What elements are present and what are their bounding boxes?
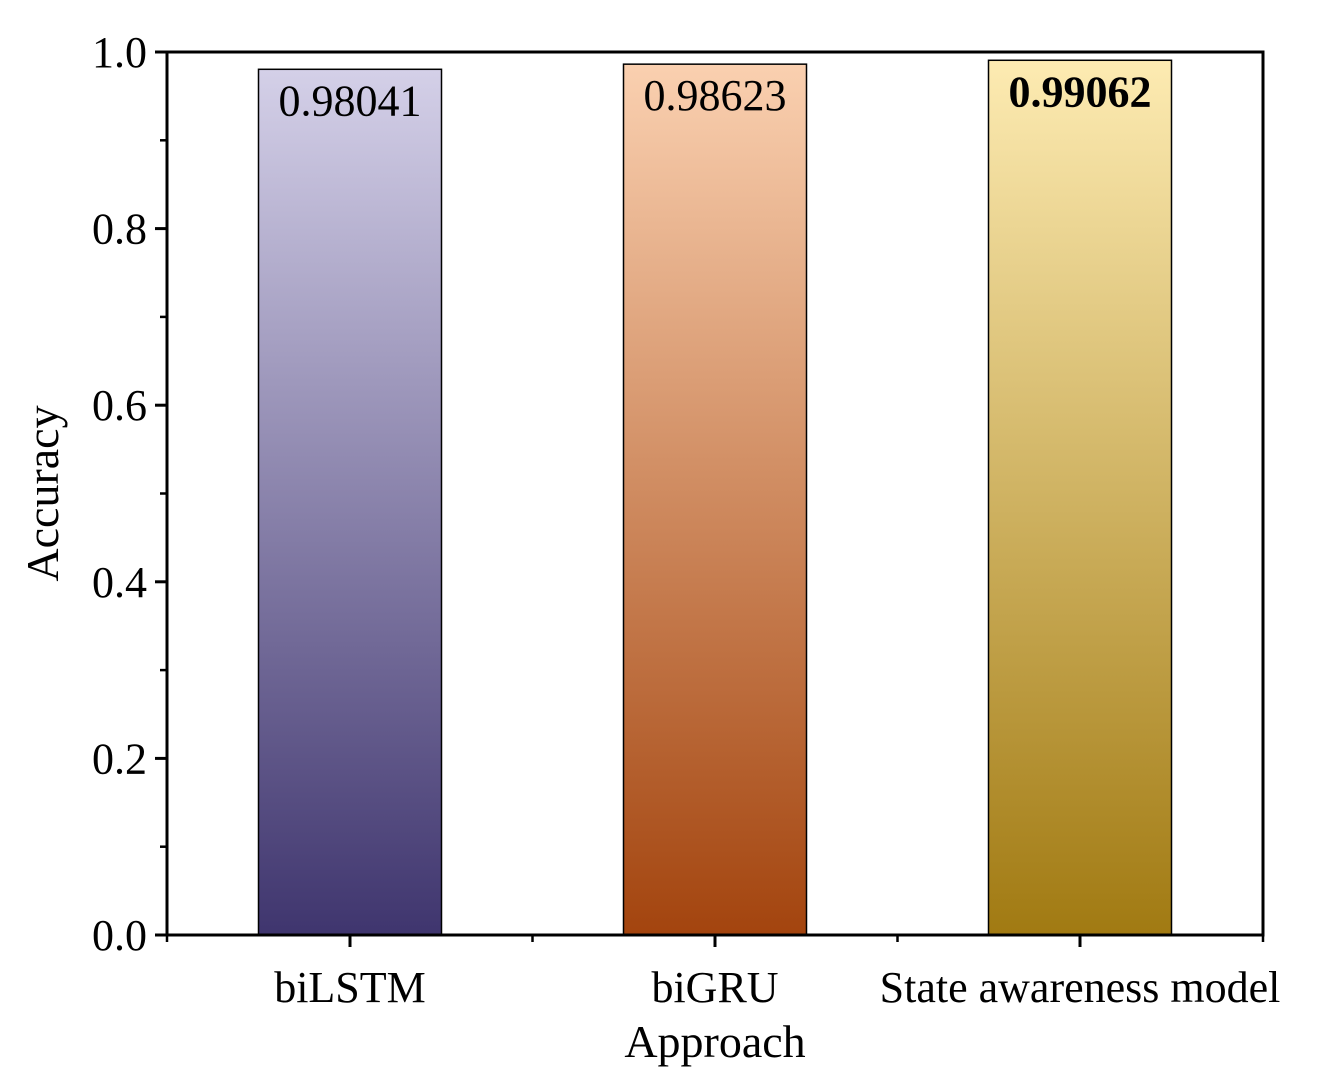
y-tick-label: 0.2 bbox=[92, 734, 147, 783]
bar-bigru bbox=[622, 63, 808, 936]
y-tick-label: 0.4 bbox=[92, 558, 147, 607]
data-label: 0.99062 bbox=[1009, 67, 1152, 116]
x-tick-label: biGRU bbox=[651, 963, 778, 1012]
data-label: 0.98623 bbox=[644, 71, 787, 120]
y-tick-label: 0.0 bbox=[92, 911, 147, 960]
y-axis-title: Accuracy bbox=[17, 405, 68, 581]
x-tick-label: State awareness model bbox=[880, 963, 1281, 1012]
data-label: 0.98041 bbox=[279, 76, 422, 125]
y-tick-label: 0.6 bbox=[92, 381, 147, 430]
x-axis-title: Approach bbox=[624, 1016, 805, 1067]
bar-state-awareness-model bbox=[987, 59, 1173, 936]
x-tick-label: biLSTM bbox=[274, 963, 426, 1012]
bar-bilstm bbox=[257, 68, 443, 936]
y-tick-label: 0.8 bbox=[92, 205, 147, 254]
y-tick-label: 1.0 bbox=[92, 28, 147, 77]
